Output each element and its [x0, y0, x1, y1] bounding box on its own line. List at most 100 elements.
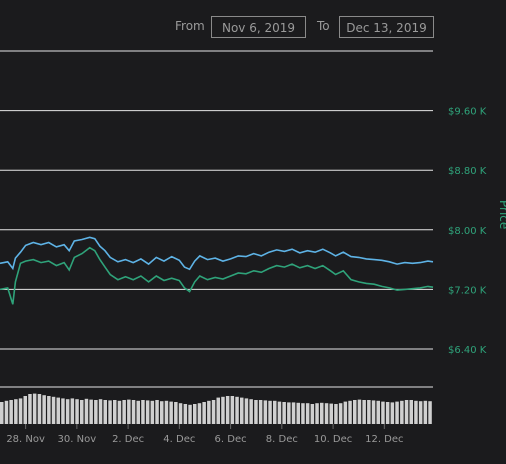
y-tick-label: $8.80 K [448, 166, 487, 177]
volume-bar [9, 400, 13, 424]
volume-bar [4, 400, 9, 424]
volume-bar [117, 400, 122, 424]
volume-bar [305, 403, 310, 424]
volume-bar [183, 404, 188, 424]
x-tick-label: 2. Dec [112, 434, 144, 445]
volume-bar [324, 403, 329, 424]
volume-bar [390, 402, 395, 424]
volume-bar [164, 400, 169, 424]
volume-bar [221, 396, 225, 424]
to-label: To [317, 19, 330, 33]
volume-bar [80, 400, 84, 424]
y-tick-label: $9.60 K [448, 107, 487, 118]
volume-bar [249, 399, 253, 424]
volume-bar [310, 404, 315, 424]
volume-bar [296, 402, 300, 424]
volume-bar [418, 401, 423, 424]
volume-bar [244, 398, 249, 424]
volume-bar [263, 400, 268, 424]
volume-bar [320, 402, 324, 424]
volume-bar [131, 400, 136, 424]
volume-bar [291, 402, 296, 424]
series-line-1 [0, 236, 434, 271]
from-date-input[interactable]: Nov 6, 2019 [211, 16, 306, 38]
volume-bar [216, 397, 220, 424]
volume-bar [202, 402, 206, 424]
volume-bar [94, 400, 98, 424]
x-tick-label: 6. Dec [215, 434, 247, 445]
volume-bar [178, 403, 183, 424]
volume-bar [103, 400, 107, 424]
volume-bar [98, 399, 103, 424]
volume-bar [409, 400, 413, 424]
volume-bar [376, 400, 380, 424]
volume-bar [160, 401, 164, 424]
volume-bar [404, 400, 409, 424]
volume-bar [225, 396, 230, 424]
volume-bar [23, 396, 27, 424]
volume-bar [428, 401, 432, 424]
volume-bar [381, 401, 385, 424]
volume-bar [61, 398, 65, 424]
y-tick-label: $7.20 K [448, 285, 487, 296]
volume-bar [315, 403, 319, 424]
volume-bar [348, 400, 352, 424]
to-date-input[interactable]: Dec 13, 2019 [339, 16, 434, 38]
volume-bar [174, 402, 178, 424]
volume-bar [145, 400, 150, 424]
volume-bar [268, 400, 272, 424]
volume-bar [235, 396, 239, 424]
volume-bar [400, 400, 404, 424]
volume-bar [51, 396, 56, 424]
volume-bar [423, 400, 428, 424]
volume-bar [254, 400, 258, 424]
volume-bar [14, 399, 18, 424]
volume-bar [395, 401, 399, 424]
volume-bar [141, 400, 145, 424]
volume-bar [211, 400, 216, 424]
volume-bar [188, 404, 192, 424]
x-tick-label: 30. Nov [58, 434, 97, 445]
volume-bar [282, 402, 286, 424]
volume-bar [367, 400, 371, 424]
volume-bar [113, 400, 117, 424]
volume-bar [258, 400, 263, 424]
volume-bar [230, 396, 235, 424]
volume-bar [37, 394, 42, 424]
volume-bar [169, 401, 173, 424]
x-tick-label: 8. Dec [266, 434, 298, 445]
volume-bar [65, 399, 70, 424]
volume-bar [18, 398, 23, 424]
volume-bar [47, 396, 51, 424]
volume-bar [0, 402, 4, 424]
y-tick-label: $8.00 K [448, 226, 487, 237]
x-tick-label: 28. Nov [6, 434, 45, 445]
volume-bar [127, 399, 131, 424]
volume-bar [343, 401, 348, 424]
volume-bar [108, 400, 112, 424]
volume-bar [334, 404, 338, 424]
volume-bar [414, 400, 418, 424]
volume-bar [301, 403, 305, 424]
volume-bar [84, 398, 89, 424]
volume-bar [385, 402, 390, 424]
volume-bar [273, 400, 277, 424]
y-tick-label: $6.40 K [448, 345, 487, 356]
volume-bar [207, 400, 211, 424]
volume-bar [338, 403, 343, 424]
volume-bar [277, 401, 282, 424]
x-tick-label: 10. Dec [314, 434, 352, 445]
volume-bar [42, 395, 46, 424]
volume-bar [56, 397, 60, 424]
x-tick-label: 4. Dec [163, 434, 195, 445]
volume-bar [89, 399, 93, 424]
volume-bar [75, 399, 79, 424]
series-line-2 [0, 246, 434, 305]
volume-bar [353, 400, 357, 424]
volume-bar [136, 400, 140, 424]
volume-bar [28, 394, 32, 424]
volume-bar [197, 403, 202, 424]
volume-bar [150, 400, 155, 424]
volume-bar [122, 400, 126, 424]
